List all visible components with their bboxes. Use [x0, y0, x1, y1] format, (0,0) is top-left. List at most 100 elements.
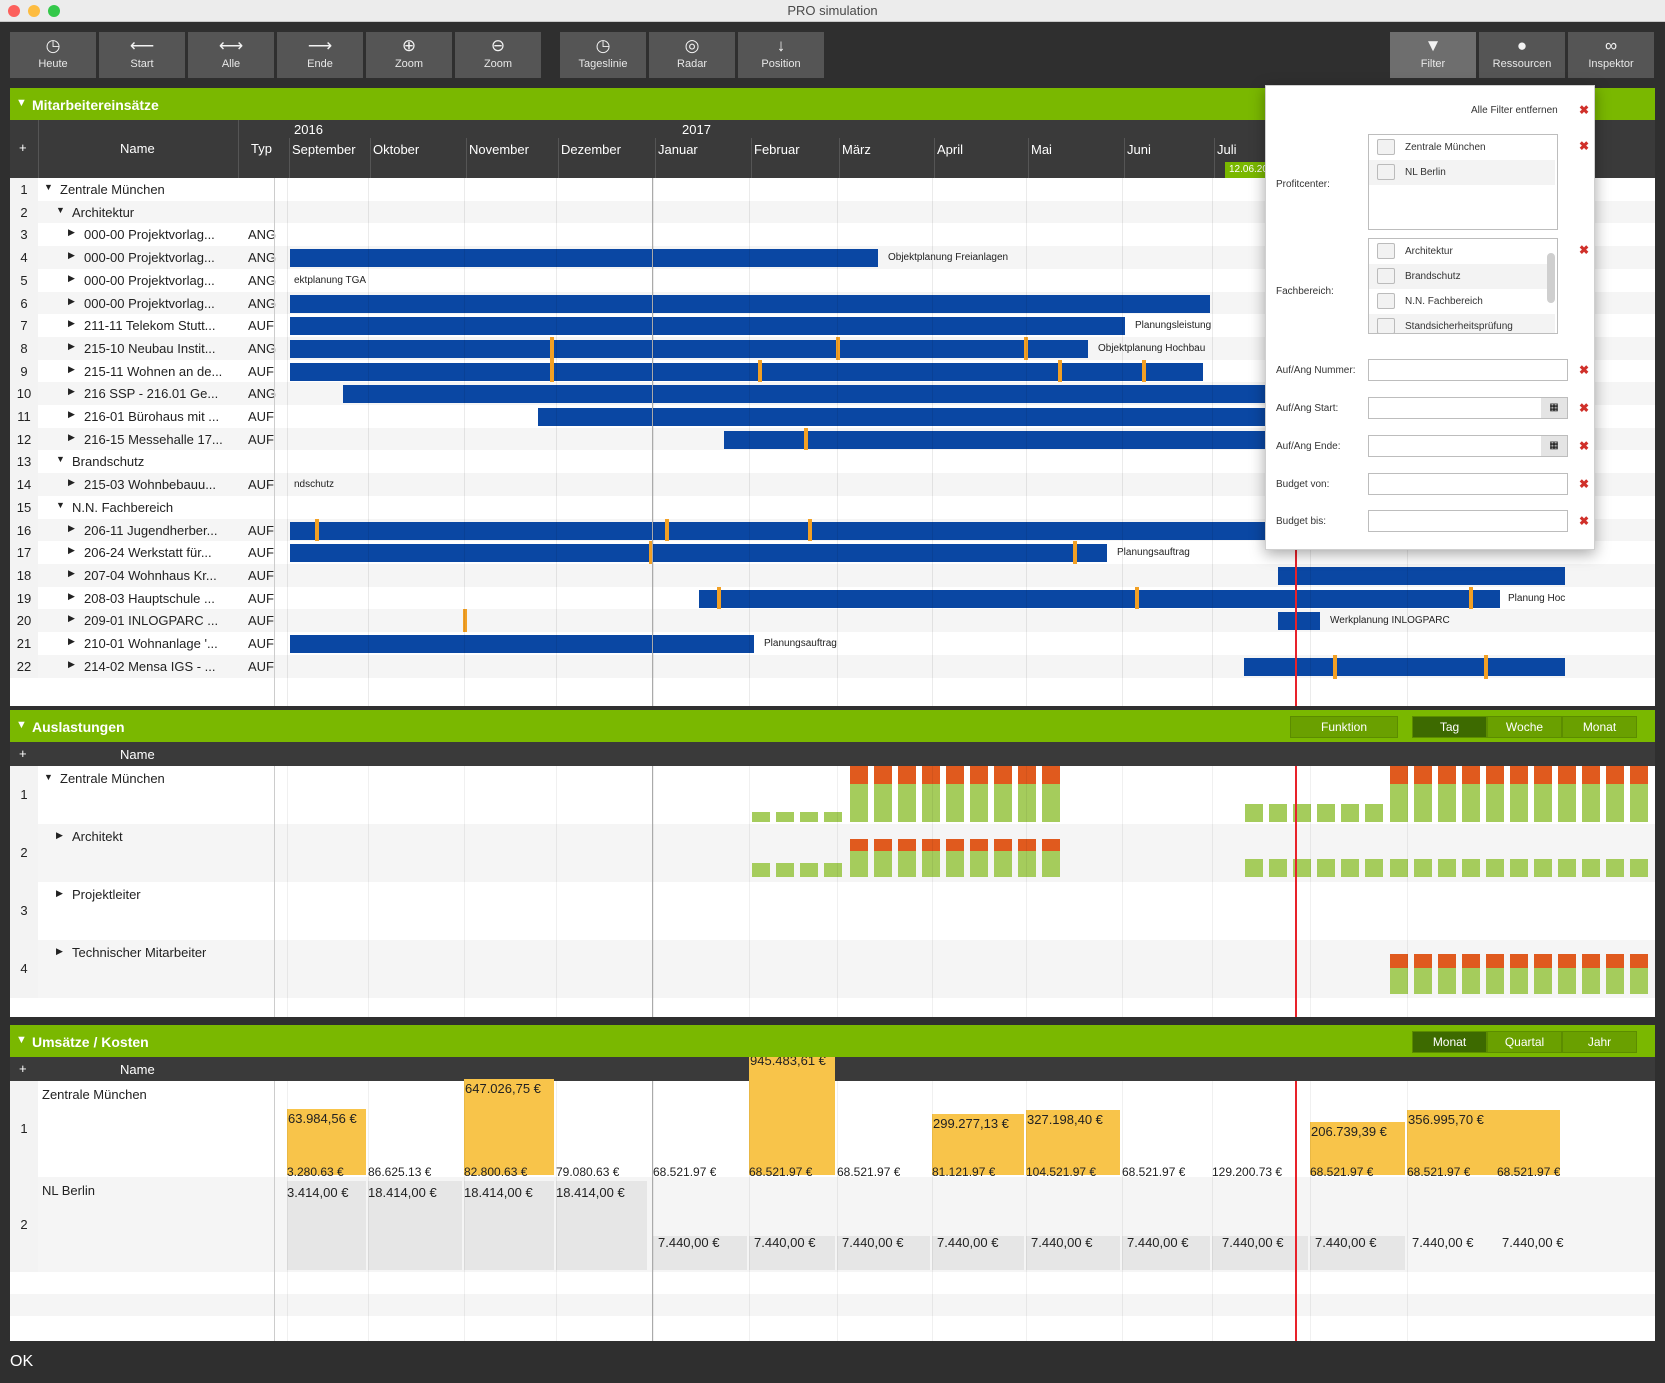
zoom-in-button[interactable]: ⊕ Zoom — [366, 32, 452, 78]
remove-all-filters-label[interactable]: Alle Filter entfernen — [1471, 105, 1558, 116]
milestone-marker[interactable] — [1469, 586, 1473, 611]
calendar-icon[interactable]: ▦ — [1541, 398, 1567, 418]
milestone-marker[interactable] — [836, 336, 840, 361]
checkbox[interactable] — [1377, 293, 1395, 309]
gantt-row[interactable]: 2 ▼ Architektur — [10, 200, 1655, 224]
collapse-triangle-icon[interactable]: ▶ — [68, 272, 75, 283]
collapse-triangle-icon[interactable]: ▶ — [68, 363, 75, 374]
expand-triangle-icon[interactable]: ▼ — [56, 499, 65, 510]
assignment-bar[interactable] — [290, 521, 1285, 540]
collapse-triangle-icon[interactable]: ▶ — [68, 386, 75, 397]
collapse-triangle-icon[interactable]: ▶ — [68, 318, 75, 329]
collapse-triangle-icon[interactable]: ▶ — [68, 658, 75, 669]
tag-segment[interactable]: Tag — [1412, 716, 1487, 738]
expand-triangle-icon[interactable]: ▼ — [56, 204, 65, 215]
milestone-marker[interactable] — [550, 359, 554, 384]
fachbereich-item[interactable]: N.N. Fachbereich — [1369, 289, 1555, 314]
gantt-row[interactable]: 20 ▶ 209-01 INLOGPARC ... AUF Werkplanung IN… — [10, 609, 1655, 634]
add-row-button[interactable]: + — [19, 746, 27, 761]
gantt-row[interactable]: 22 ▶ 214-02 Mensa IGS - ... AUF — [10, 654, 1655, 679]
woche-segment[interactable]: Woche — [1487, 716, 1562, 738]
load-row[interactable]: 3 ▶ Projektleiter — [10, 882, 1655, 940]
gantt-row[interactable]: 16 ▶ 206-11 Jugendherber... AUF — [10, 518, 1655, 543]
collapse-triangle-icon[interactable]: ▼ — [16, 1034, 27, 1046]
collapse-triangle-icon[interactable]: ▶ — [56, 888, 63, 898]
auslastungen-section-header[interactable]: ▼ Auslastungen Funktion Tag Woche Monat — [10, 710, 1655, 742]
assignment-bar[interactable] — [290, 249, 878, 268]
milestone-marker[interactable] — [315, 518, 319, 543]
milestone-marker[interactable] — [550, 336, 554, 361]
gantt-row[interactable]: 14 ▶ 215-03 Wohnbebauu... AUF ndschutz — [10, 473, 1655, 497]
monat-segment[interactable]: Monat — [1412, 1031, 1487, 1053]
zoom-out-button[interactable]: ⊖ Zoom — [455, 32, 541, 78]
collapse-triangle-icon[interactable]: ▶ — [68, 295, 75, 306]
milestone-marker[interactable] — [463, 609, 467, 634]
collapse-triangle-icon[interactable]: ▶ — [68, 522, 75, 533]
clear-nummer-icon[interactable]: ✖ — [1579, 363, 1590, 377]
auftrag-nummer-input[interactable] — [1368, 359, 1568, 381]
milestone-marker[interactable] — [1058, 359, 1062, 384]
jahr-segment[interactable]: Jahr — [1562, 1031, 1637, 1053]
assignment-bar[interactable] — [699, 589, 1500, 608]
collapse-triangle-icon[interactable]: ▶ — [68, 340, 75, 351]
scrollbar[interactable] — [1547, 253, 1555, 303]
quartal-segment[interactable]: Quartal — [1487, 1031, 1562, 1053]
position-button[interactable]: ↓ Position — [738, 32, 824, 78]
fachbereich-item[interactable]: Standsicherheitsprüfung — [1369, 314, 1555, 333]
gantt-row[interactable]: 17 ▶ 206-24 Werkstatt für... AUF Planungsauf… — [10, 541, 1655, 566]
zoom-window-button[interactable] — [48, 5, 60, 17]
milestone-marker[interactable] — [1484, 654, 1488, 679]
checkbox[interactable] — [1377, 318, 1395, 333]
gantt-row[interactable]: 13 ▼ Brandschutz — [10, 450, 1655, 474]
profitcenter-item[interactable]: Zentrale München — [1369, 135, 1555, 160]
budget-bis-input[interactable] — [1368, 510, 1568, 532]
funktion-segment[interactable]: Funktion — [1290, 716, 1398, 738]
gantt-row[interactable]: 5 ▶ 000-00 Projektvorlag... ANG ektplanung T… — [10, 268, 1655, 292]
add-row-button[interactable]: + — [19, 140, 27, 155]
collapse-triangle-icon[interactable]: ▼ — [16, 97, 27, 109]
close-window-button[interactable] — [8, 5, 20, 17]
gantt-row[interactable]: 3 ▶ 000-00 Projektvorlag... ANG — [10, 223, 1655, 247]
collapse-triangle-icon[interactable]: ▶ — [56, 946, 63, 956]
gantt-row[interactable]: 4 ▶ 000-00 Projektvorlag... ANG Objektplanun… — [10, 246, 1655, 270]
collapse-triangle-icon[interactable]: ▶ — [68, 227, 75, 238]
collapse-triangle-icon[interactable]: ▶ — [68, 250, 75, 261]
collapse-triangle-icon[interactable]: ▶ — [68, 477, 75, 488]
ressourcen-button[interactable]: ● Ressourcen — [1479, 32, 1565, 78]
expand-triangle-icon[interactable]: ▼ — [44, 772, 53, 782]
assignment-bar[interactable] — [1278, 566, 1565, 585]
gantt-row[interactable]: 15 ▼ N.N. Fachbereich — [10, 495, 1655, 519]
heute-button[interactable]: ◷ Heute — [10, 32, 96, 78]
gantt-row[interactable]: 8 ▶ 215-10 Neubau Instit... ANG Objektplanun… — [10, 336, 1655, 361]
filter-button[interactable]: ▼ Filter — [1390, 32, 1476, 78]
milestone-marker[interactable] — [804, 427, 808, 452]
umsaetze-section-header[interactable]: ▼ Umsätze / Kosten Monat Quartal Jahr — [10, 1025, 1655, 1057]
collapse-triangle-icon[interactable]: ▶ — [56, 830, 63, 840]
milestone-marker[interactable] — [1333, 654, 1337, 679]
start-button[interactable]: ⟵ Start — [99, 32, 185, 78]
load-row[interactable]: 4 ▶ Technischer Mitarbeiter — [10, 940, 1655, 998]
collapse-triangle-icon[interactable]: ▶ — [68, 545, 75, 556]
clear-fachbereich-icon[interactable]: ✖ — [1579, 243, 1590, 257]
collapse-triangle-icon[interactable]: ▶ — [68, 590, 75, 601]
radar-button[interactable]: ◎ Radar — [649, 32, 735, 78]
monat-segment[interactable]: Monat — [1562, 716, 1637, 738]
tageslinie-button[interactable]: ◷ Tageslinie — [560, 32, 646, 78]
collapse-triangle-icon[interactable]: ▶ — [68, 613, 75, 624]
collapse-triangle-icon[interactable]: ▶ — [68, 636, 75, 646]
expand-triangle-icon[interactable]: ▼ — [56, 454, 65, 465]
auftrag-start-input[interactable]: ▦ — [1368, 397, 1568, 419]
budget-von-input[interactable] — [1368, 473, 1568, 495]
gantt-row[interactable]: 9 ▶ 215-11 Wohnen an de... AUF — [10, 359, 1655, 384]
assignment-bar[interactable] — [290, 294, 1210, 313]
inspektor-button[interactable]: ∞ Inspektor — [1568, 32, 1654, 78]
milestone-marker[interactable] — [808, 518, 812, 543]
milestone-marker[interactable] — [1142, 359, 1146, 384]
milestone-marker[interactable] — [1073, 541, 1077, 566]
checkbox[interactable] — [1377, 139, 1395, 155]
assignment-bar[interactable] — [290, 544, 1107, 563]
assignment-bar[interactable] — [1244, 657, 1565, 676]
auftrag-ende-input[interactable]: ▦ — [1368, 435, 1568, 457]
add-row-button[interactable]: + — [19, 1061, 27, 1076]
gantt-row[interactable]: 19 ▶ 208-03 Hauptschule ... AUF Planung Hoc — [10, 586, 1655, 611]
